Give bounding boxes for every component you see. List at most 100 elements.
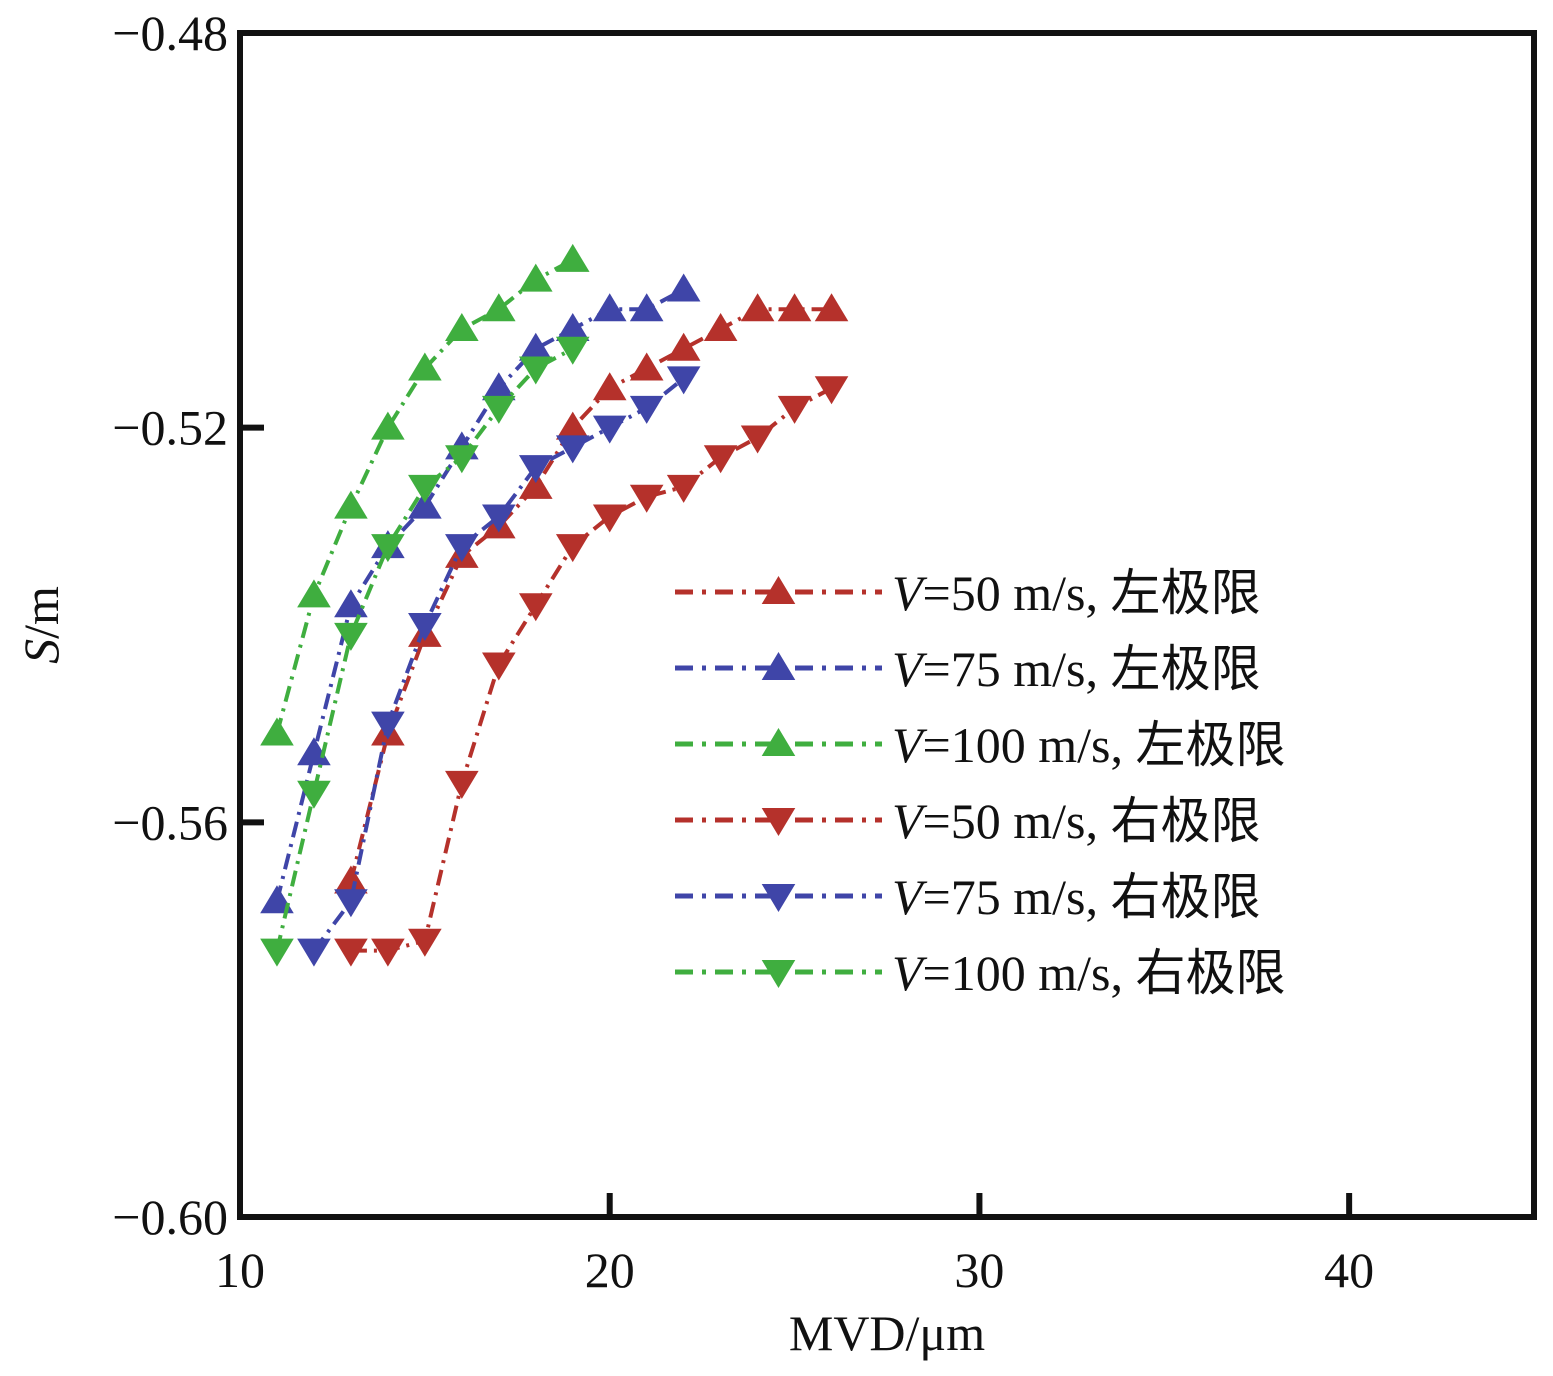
data-point xyxy=(445,313,479,341)
data-point xyxy=(371,711,405,740)
legend-label-text: =100 m/s, 右极限 xyxy=(923,945,1286,1001)
x-axis-title: MVD/μm xyxy=(789,1305,985,1361)
legend-label: V=100 m/s, 右极限 xyxy=(892,945,1286,1001)
data-point xyxy=(703,313,738,341)
x-tick-label: 40 xyxy=(1324,1242,1374,1298)
legend-marker xyxy=(761,884,796,912)
legend-label-text: =75 m/s, 右极限 xyxy=(923,869,1261,925)
series-5 xyxy=(260,336,590,967)
legend-marker xyxy=(761,576,796,604)
data-point xyxy=(445,534,479,563)
data-point xyxy=(592,293,627,322)
y-axis-title-symbol: S xyxy=(13,639,69,664)
legend-marker xyxy=(761,808,796,836)
ticks-layer: 10 20 30 40 −0.48 −0.52 −0.56 −0.60 xyxy=(112,5,1374,1298)
series-2 xyxy=(260,243,590,746)
x-tick-label: 10 xyxy=(215,1242,265,1298)
data-point xyxy=(482,293,516,322)
data-point xyxy=(555,534,590,563)
data-point xyxy=(555,411,590,440)
legend-label-symbol: V xyxy=(892,869,928,925)
y-tick-label: −0.48 xyxy=(112,5,228,61)
data-point xyxy=(371,938,405,967)
y-tick-label: −0.52 xyxy=(112,400,228,456)
legend-item: V=75 m/s, 右极限 xyxy=(675,869,1261,925)
legend-item: V=100 m/s, 左极限 xyxy=(675,717,1286,773)
data-point xyxy=(482,372,516,401)
data-point xyxy=(334,865,368,894)
data-point xyxy=(814,376,849,405)
data-point xyxy=(703,445,738,474)
series-line xyxy=(348,307,832,883)
x-tick-label: 30 xyxy=(954,1242,1004,1298)
data-point xyxy=(482,395,516,424)
legend-label-symbol: V xyxy=(892,565,928,621)
data-point xyxy=(408,928,442,957)
data-point xyxy=(297,780,331,809)
data-point xyxy=(666,366,701,395)
data-point xyxy=(260,938,294,967)
series-1 xyxy=(260,273,701,914)
legend-marker xyxy=(761,728,796,756)
data-point xyxy=(334,889,368,918)
data-point xyxy=(482,504,516,533)
data-point xyxy=(334,490,368,519)
series-line xyxy=(275,346,574,952)
legend-label: V=75 m/s, 右极限 xyxy=(892,869,1261,925)
series-layer xyxy=(260,243,849,967)
legend-item: V=50 m/s, 右极限 xyxy=(675,793,1261,849)
data-point xyxy=(445,445,479,474)
data-point xyxy=(297,579,331,608)
data-point xyxy=(555,435,590,464)
y-tick-label: −0.56 xyxy=(112,794,228,850)
legend-item: V=50 m/s, 左极限 xyxy=(675,565,1261,621)
x-tick-label: 20 xyxy=(585,1242,635,1298)
plot-frame xyxy=(237,30,1537,1220)
data-point xyxy=(408,490,442,519)
data-point xyxy=(297,737,331,766)
legend-item: V=100 m/s, 右极限 xyxy=(675,945,1286,1001)
legend-label-symbol: V xyxy=(892,793,928,849)
legend-label-symbol: V xyxy=(892,945,928,1001)
data-point xyxy=(518,332,553,361)
legend-label: V=100 m/s, 左极限 xyxy=(892,717,1286,773)
data-point xyxy=(629,484,664,513)
y-axis-title-unit: /m xyxy=(13,586,69,639)
data-point xyxy=(371,411,405,440)
data-point xyxy=(629,352,664,381)
data-point xyxy=(592,372,627,401)
data-point xyxy=(408,613,442,641)
data-point xyxy=(408,474,442,503)
data-point xyxy=(260,717,294,746)
y-tick-label: −0.60 xyxy=(112,1189,228,1245)
data-point xyxy=(518,263,553,292)
series-4 xyxy=(297,366,701,967)
legend-label: V=75 m/s, 左极限 xyxy=(892,641,1261,697)
y-axis-title: S/m xyxy=(13,586,69,664)
legend-label-text: =75 m/s, 左极限 xyxy=(923,641,1261,697)
data-point xyxy=(777,395,812,424)
legend-label: V=50 m/s, 左极限 xyxy=(892,565,1261,621)
data-point xyxy=(408,352,442,381)
data-point xyxy=(592,415,627,444)
data-point xyxy=(555,313,590,341)
data-point xyxy=(518,455,553,484)
data-point xyxy=(666,474,701,503)
data-point xyxy=(592,504,627,533)
legend-label-text: =50 m/s, 右极限 xyxy=(923,793,1261,849)
data-point xyxy=(740,293,775,322)
data-point xyxy=(555,336,590,365)
data-point xyxy=(518,356,553,385)
data-point xyxy=(629,293,664,322)
data-point xyxy=(629,395,664,424)
legend-label-symbol: V xyxy=(892,641,928,697)
series-3 xyxy=(334,376,849,967)
legend-marker xyxy=(761,652,796,680)
legend-label-text: =50 m/s, 左极限 xyxy=(923,565,1261,621)
data-point xyxy=(334,622,368,651)
data-point xyxy=(740,425,775,454)
data-point xyxy=(334,589,368,618)
data-point xyxy=(814,293,849,322)
legend-label-symbol: V xyxy=(892,717,928,773)
data-point xyxy=(518,470,553,499)
